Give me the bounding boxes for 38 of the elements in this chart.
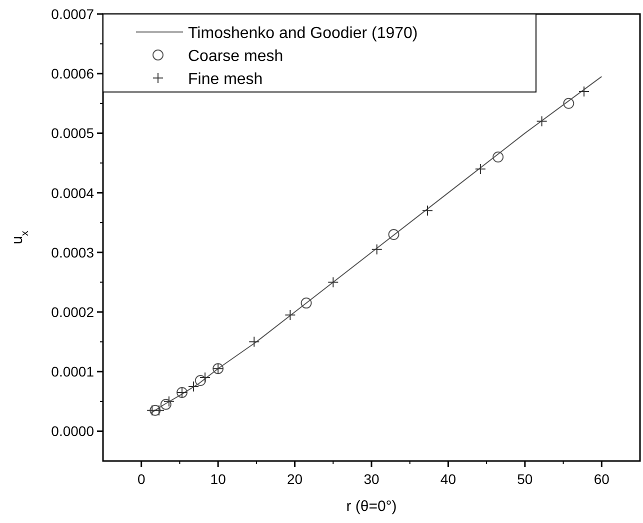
point: [536, 116, 548, 127]
point: [474, 163, 486, 174]
y-tick-label: 0.0005: [51, 125, 94, 142]
point: [163, 396, 174, 407]
point: [160, 398, 172, 410]
legend-label: Coarse mesh: [188, 48, 284, 65]
point: [200, 372, 211, 384]
y-tick-label: 0.0006: [51, 66, 94, 82]
x-tick-label: 10: [210, 471, 226, 487]
y-tick-label: 0.0003: [51, 244, 94, 260]
point: [154, 404, 164, 416]
x-tick-label: 20: [286, 471, 303, 487]
point: [371, 244, 382, 255]
x-tick-label: 30: [364, 471, 380, 487]
point: [188, 381, 200, 392]
legend-label: Fine mesh: [188, 71, 263, 88]
legend-label: Timoshenko and Goodier (1970): [188, 25, 418, 42]
y-tick-label: 0.0000: [51, 423, 94, 440]
x-axis-title: r (θ=0°): [346, 498, 397, 515]
point: [563, 98, 574, 109]
point: [248, 336, 260, 348]
point: [300, 298, 312, 309]
x-tick-label: 50: [517, 471, 533, 487]
point: [492, 152, 504, 163]
point: [578, 86, 590, 97]
x-tick-label: 40: [440, 471, 456, 487]
y-tick-label: 0.0002: [51, 304, 94, 320]
point: [328, 276, 339, 288]
y-tick-label: 0.0004: [51, 184, 94, 201]
x-tick-label: 0: [137, 471, 146, 487]
y-tick-label: 0.0007: [51, 6, 94, 22]
point: [422, 205, 433, 216]
point: [388, 229, 400, 240]
point: [150, 404, 161, 416]
x-tick-label: 60: [594, 471, 610, 487]
point: [284, 309, 296, 320]
y-tick-label: 0.0001: [51, 364, 94, 380]
point: [194, 375, 206, 386]
